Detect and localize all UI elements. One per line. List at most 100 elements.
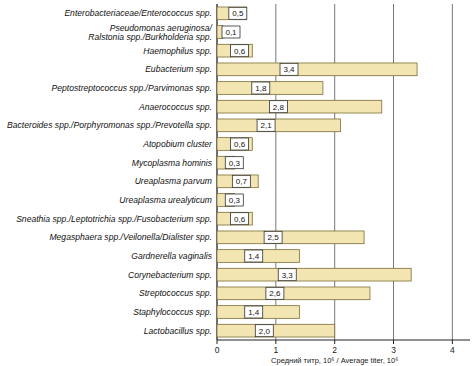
category-label-line: Eubacterium spp.	[145, 64, 212, 74]
grid-line	[393, 4, 394, 340]
category-label: Megasphaera spp./Veilonella/Dialister sp…	[49, 232, 212, 242]
category-label-line: Ureaplasma urealyticum	[119, 195, 212, 205]
bar	[217, 119, 341, 132]
category-label: Streptococcus spp.	[139, 288, 212, 298]
category-label: Eubacterium spp.	[145, 64, 212, 74]
bar	[217, 175, 258, 188]
bar	[217, 231, 364, 244]
category-label: Mycoplasma hominis	[132, 158, 213, 168]
category-label-line: Corynebacterium spp.	[128, 270, 212, 280]
data-label-box	[222, 26, 240, 38]
category-label-line: Sneathia spp./Leptotrichia spp./Fusobact…	[16, 214, 212, 224]
tick-label: 2	[332, 345, 337, 355]
data-label-box	[231, 213, 249, 225]
tick-label: 1	[273, 345, 278, 355]
category-label-line: Staphylococcus spp.	[133, 307, 212, 317]
data-label-box	[245, 250, 263, 262]
category-label: Pseudomonas aeruginosa/Ralstonia spp./Bu…	[88, 23, 213, 42]
tick	[393, 340, 394, 344]
data-label: 3,4	[283, 65, 295, 74]
bars	[217, 7, 417, 337]
category-label-line: Bacteroides spp./Porphyromonas spp./Prev…	[7, 120, 212, 130]
data-label-box	[245, 306, 263, 318]
chart: 0 1 2 3 4 Средний титр, 10⁶ / Average titer, …	[0, 0, 474, 366]
category-label: Corynebacterium spp.	[128, 270, 212, 280]
category-label-line: Peptostreptococcus spp./Parvimonas spp.	[52, 83, 213, 93]
category-label: Lactobacillus spp.	[144, 326, 212, 336]
data-label-box	[225, 194, 243, 206]
bar	[217, 306, 299, 319]
category-label: Haemophilus spp.	[143, 46, 212, 56]
data-label: 0,3	[229, 159, 241, 168]
bar	[217, 44, 252, 57]
bar	[217, 212, 252, 225]
category-label-line: Mycoplasma hominis	[132, 158, 213, 168]
bar	[217, 324, 335, 337]
category-label: Sneathia spp./Leptotrichia spp./Fusobact…	[16, 214, 212, 224]
category-label: Ureaplasma urealyticum	[119, 195, 212, 205]
x-axis-label: Средний титр, 10⁶ / Average titer, 10⁶	[271, 356, 398, 365]
category-label: Enterobacteriaceae/Enterococcus spp.	[64, 8, 212, 18]
bar	[217, 82, 323, 95]
data-label-box	[280, 63, 298, 75]
data-label-box	[231, 45, 249, 57]
category-label: Anaerococcus spp.	[138, 102, 212, 112]
category-label-line: Haemophilus spp.	[143, 46, 212, 56]
bar	[217, 268, 411, 281]
category-label: Bacteroides spp./Porphyromonas spp./Prev…	[7, 120, 212, 130]
category-label-line: Ralstonia spp./Burkholderia spp.	[88, 32, 212, 42]
data-label: 3,3	[282, 271, 294, 280]
data-label: 2,6	[269, 289, 281, 298]
category-label-line: Enterobacteriaceae/Enterococcus spp.	[64, 8, 212, 18]
bar	[217, 7, 246, 20]
category-label-line: Lactobacillus spp.	[144, 326, 212, 336]
data-label: 0,6	[234, 215, 246, 224]
data-label: 2,5	[268, 233, 280, 242]
tick	[334, 340, 335, 344]
data-label-box	[232, 175, 250, 187]
category-label: Atopobium cluster	[142, 139, 213, 149]
data-label: 2,1	[261, 121, 273, 130]
bar	[217, 250, 299, 263]
bar	[217, 63, 417, 76]
data-labels: 0,5 0,1 0,6 3,4 1,8 2,82,1 0,6 0,3 0,7 0,3 0,6 2,5 1…	[222, 7, 298, 336]
bar	[217, 287, 370, 300]
category-label: Ureaplasma parvum	[135, 176, 212, 186]
data-label: 0,6	[234, 47, 246, 56]
data-label-box	[269, 101, 287, 113]
data-label: 0,3	[229, 196, 241, 205]
data-label-box	[278, 269, 296, 281]
tick-label: 4	[450, 345, 455, 355]
data-label: 0,6	[234, 140, 246, 149]
category-label-line: Megasphaera spp./Veilonella/Dialister sp…	[49, 232, 212, 242]
data-label: 1,8	[255, 84, 267, 93]
category-label-line: Streptococcus spp.	[139, 288, 212, 298]
category-label-line: Gardnerella vaginalis	[131, 251, 212, 261]
bar	[217, 138, 252, 151]
data-label-box	[231, 138, 249, 150]
category-label-line: Ureaplasma parvum	[135, 176, 212, 186]
bar	[217, 100, 382, 113]
tick-label: 0	[215, 345, 220, 355]
data-label: 1,4	[248, 308, 260, 317]
category-label: Gardnerella vaginalis	[131, 251, 212, 261]
category-label-line: Anaerococcus spp.	[138, 102, 212, 112]
data-label-box	[225, 157, 243, 169]
category-label: Peptostreptococcus spp./Parvimonas spp.	[52, 83, 213, 93]
data-label: 2,8	[273, 103, 285, 112]
data-label: 0,1	[225, 28, 237, 37]
tick	[275, 340, 276, 344]
data-label-box	[257, 119, 275, 131]
tick-label: 3	[391, 345, 396, 355]
x-axis	[217, 340, 470, 341]
category-label-line: Atopobium cluster	[142, 139, 213, 149]
data-label: 0,5	[232, 9, 244, 18]
grid-line	[452, 4, 453, 340]
data-label: 0,7	[236, 177, 248, 186]
data-label-box	[255, 325, 273, 337]
data-label-box	[264, 231, 282, 243]
data-label: 2,0	[259, 327, 271, 336]
data-label-box	[252, 82, 270, 94]
data-label: 1,4	[248, 252, 260, 261]
tick	[217, 340, 218, 344]
